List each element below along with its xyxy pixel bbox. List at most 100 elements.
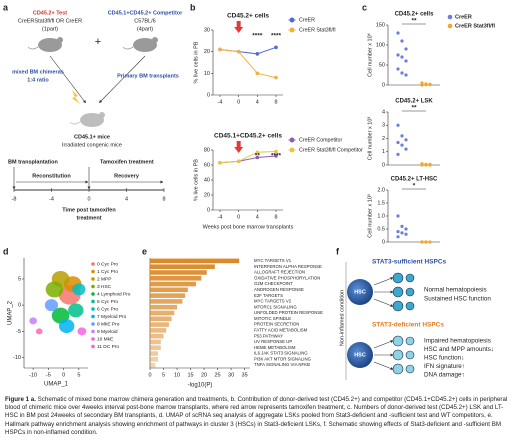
legend-marker [91,307,95,311]
bar-label: ALLOGRAFT REJECTION [254,270,305,275]
data-point [396,152,400,156]
hsc-cell [347,279,373,305]
arrow [98,55,146,104]
bar [150,357,159,362]
legend-marker [91,337,95,341]
y-tick-label: 2 [382,136,385,142]
bar [150,258,240,264]
legend-label: 11 DC Pro [97,344,119,350]
y-tick-label: 20 [204,192,210,198]
mouse-icon [80,113,104,127]
x-tick-label: 5 [162,372,165,378]
data-point [396,235,400,239]
text: treatment [76,215,101,221]
bar-label: P53 PATHWAY [254,333,283,338]
bar [150,304,178,310]
text: HSC and MPP amounts↓ [424,346,494,353]
text: CD45.1+CD45.2+ Competitor [108,10,183,16]
data-point [404,47,408,51]
data-point [404,227,408,231]
data-point [420,83,424,87]
caption: Figure 1 a. Schematic of mixed bone marr… [5,396,515,437]
timeline-tick-label: 0 [87,196,90,202]
y-tick-label: 1 [382,149,385,155]
x-axis-label: UMAP_1 [44,382,69,388]
treatment-arrow [234,21,244,33]
daughter-cell [405,301,415,311]
data-point [218,47,222,52]
x-tick-label: 0 [237,99,240,105]
bar [150,322,169,327]
data-point [236,159,241,164]
data-point [424,240,428,244]
text: mixed BM chimeras [12,69,64,75]
y-axis-label: % live cells in PB [193,41,199,83]
data-point [396,230,400,234]
chart-title: CD45.2+ LT-HSC [391,177,438,183]
y-tick-label: 20 [204,49,210,55]
legend-label: 7 Myeloid Pro [97,314,127,320]
bar-label: PI3K AKT MTOR SIGNALING [254,356,312,361]
data-point [274,75,278,80]
data-point [400,39,404,43]
mouse-icon [38,38,62,52]
legend-label: 8 MkE Pro [97,321,120,327]
daughter-cell [405,336,415,346]
data-point [255,71,260,76]
bar-label: TNFA SIGNALING VIA NFKB [254,362,310,367]
panel-label: b [190,2,196,12]
mouse-icon-ear [57,37,63,43]
y-tick-label: 4 [382,109,385,115]
x-tick-label: 20 [201,372,207,378]
data-point [400,231,404,235]
mouse-icon-tail [69,121,81,125]
y-tick-label: 0 [207,207,210,213]
y-tick-label: 60 [204,162,210,168]
bar [150,275,202,281]
y-tick-label: 1.0 [377,213,385,219]
daughter-cell [392,286,404,298]
chart-title: CD45.2+ cells [395,12,435,18]
cluster [58,319,75,334]
y-tick-label: 50 [379,62,385,68]
panel-label: d [3,246,9,256]
legend-label: CreER [455,14,472,20]
y-axis-label: Cell number x 10³ [367,194,373,238]
data-point [255,150,260,155]
legend-marker [91,299,95,304]
x-tick-label: -4 [218,214,223,220]
data-point [396,67,400,71]
x-axis-label: -log10(P) [188,383,213,389]
daughter-cell [392,349,404,361]
data-point [255,52,260,56]
bar-label: ANDROGEN RESPONSE [254,287,304,292]
bar [150,281,196,287]
series-line [219,49,277,79]
bar-label: UV RESPONSE UP [254,339,292,344]
x-tick-label: 0 [148,372,151,378]
data-point [404,138,408,142]
annotation: * [413,183,416,190]
y-tick-label: 0 [207,92,210,98]
timeline-tick-label: -8 [12,196,17,202]
arrow [373,298,394,307]
x-tick-label: 4 [256,214,259,220]
data-point [236,49,241,54]
data-point [428,163,432,167]
caption-text: Schematic of mixed bone marrow chimera g… [5,396,508,436]
bar [150,328,167,333]
annotation: **** [271,153,282,160]
legend-label: CreER [299,17,315,23]
data-point [404,232,408,236]
y-tick-label: 5 [18,276,21,282]
data-point [396,214,400,218]
annotation: ** [411,105,417,112]
daughter-cell [405,287,415,297]
bar-label: HEME METABOLISM [254,345,296,350]
data-point [396,140,400,145]
y-tick-label: 0 [18,303,21,309]
bar-label: G2M CHECKPOINT [254,281,293,286]
text: Tamoxifen treatment [100,159,154,165]
bar [150,270,207,275]
x-axis-label: Weeks post bone marrow transplants [203,224,294,230]
